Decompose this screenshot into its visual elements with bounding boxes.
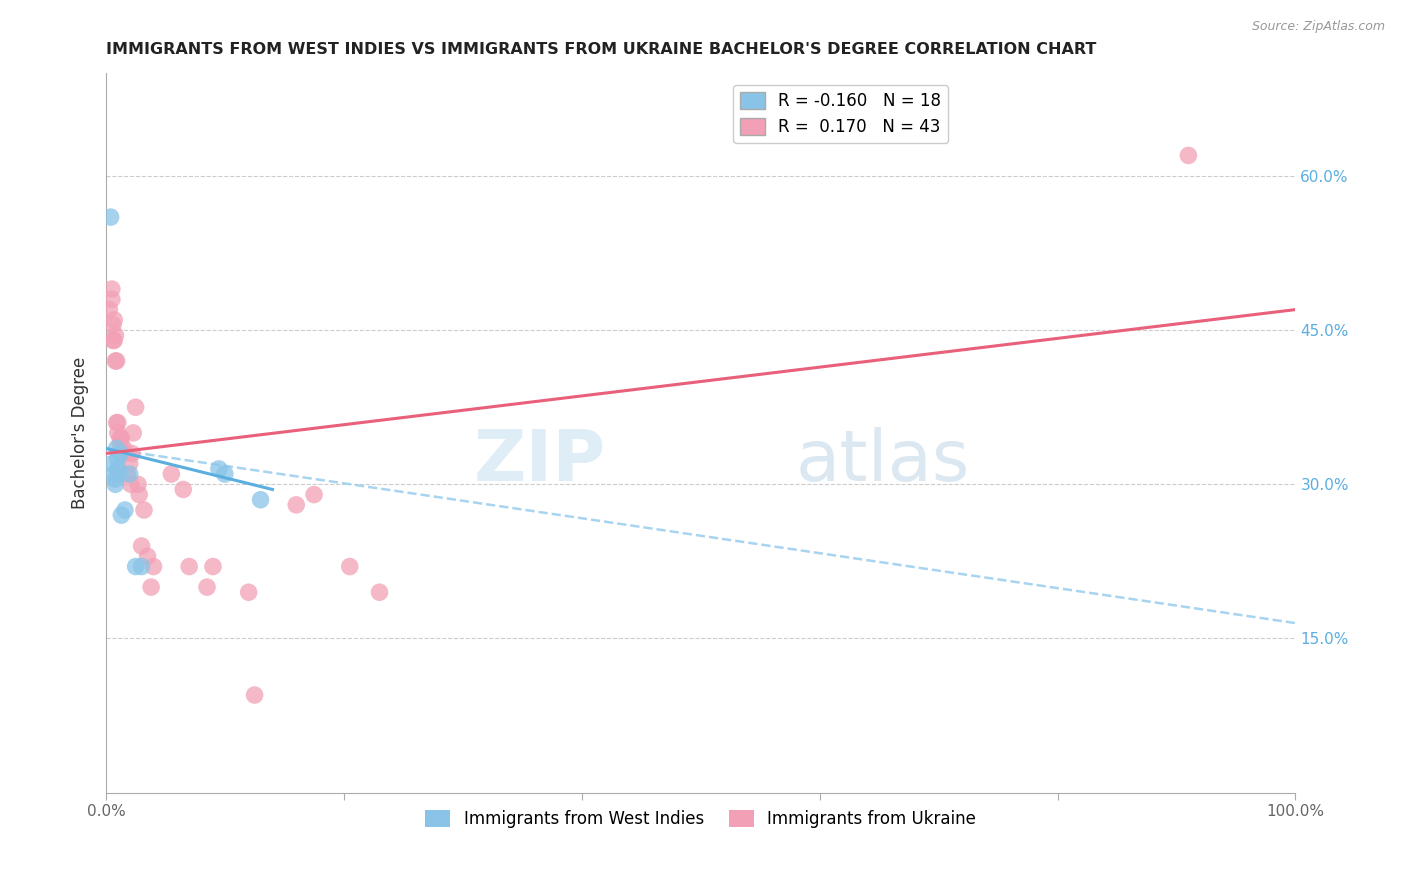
Point <box>302 487 325 501</box>
Point <box>108 467 131 481</box>
Point <box>104 472 127 486</box>
Point <box>112 446 135 460</box>
Point <box>110 431 132 445</box>
Point <box>104 477 127 491</box>
Point <box>118 457 141 471</box>
Text: Source: ZipAtlas.com: Source: ZipAtlas.com <box>1251 20 1385 33</box>
Point <box>112 442 135 456</box>
Point <box>103 467 125 481</box>
Y-axis label: Bachelor's Degree: Bachelor's Degree <box>72 357 89 509</box>
Point <box>179 559 201 574</box>
Point <box>105 442 128 456</box>
Point <box>107 462 129 476</box>
Point <box>124 559 146 574</box>
Point <box>160 467 183 481</box>
Point <box>101 293 124 307</box>
Point <box>108 431 131 445</box>
Point <box>101 334 124 348</box>
Point <box>100 210 122 224</box>
Point <box>214 467 236 481</box>
Point <box>98 302 121 317</box>
Point <box>208 462 231 476</box>
Point <box>195 580 218 594</box>
Point <box>108 446 131 460</box>
Point <box>136 549 159 564</box>
Legend: Immigrants from West Indies, Immigrants from Ukraine: Immigrants from West Indies, Immigrants … <box>419 803 983 835</box>
Point <box>285 498 308 512</box>
Point <box>122 425 145 440</box>
Point <box>131 559 153 574</box>
Point <box>121 446 143 460</box>
Point <box>172 483 194 497</box>
Point <box>120 477 142 491</box>
Point <box>243 688 266 702</box>
Point <box>139 580 162 594</box>
Point <box>104 354 127 368</box>
Point <box>339 559 361 574</box>
Point <box>104 328 127 343</box>
Point <box>101 318 124 332</box>
Point <box>103 313 125 327</box>
Text: atlas: atlas <box>796 427 970 496</box>
Text: ZIP: ZIP <box>474 427 606 496</box>
Point <box>101 282 124 296</box>
Point <box>127 477 149 491</box>
Point <box>105 416 128 430</box>
Point <box>249 492 271 507</box>
Point <box>128 487 150 501</box>
Point <box>107 425 129 440</box>
Point <box>114 503 136 517</box>
Point <box>124 401 146 415</box>
Point <box>117 467 139 481</box>
Point <box>132 503 155 517</box>
Point <box>110 508 132 523</box>
Point <box>103 334 125 348</box>
Point <box>238 585 260 599</box>
Point <box>142 559 165 574</box>
Text: IMMIGRANTS FROM WEST INDIES VS IMMIGRANTS FROM UKRAINE BACHELOR'S DEGREE CORRELA: IMMIGRANTS FROM WEST INDIES VS IMMIGRANT… <box>105 42 1097 57</box>
Point <box>105 354 128 368</box>
Point <box>201 559 224 574</box>
Point <box>1177 148 1199 162</box>
Point <box>368 585 391 599</box>
Point <box>118 467 141 481</box>
Point <box>108 436 131 450</box>
Point <box>101 457 124 471</box>
Point <box>131 539 153 553</box>
Point <box>107 451 129 466</box>
Point <box>107 416 129 430</box>
